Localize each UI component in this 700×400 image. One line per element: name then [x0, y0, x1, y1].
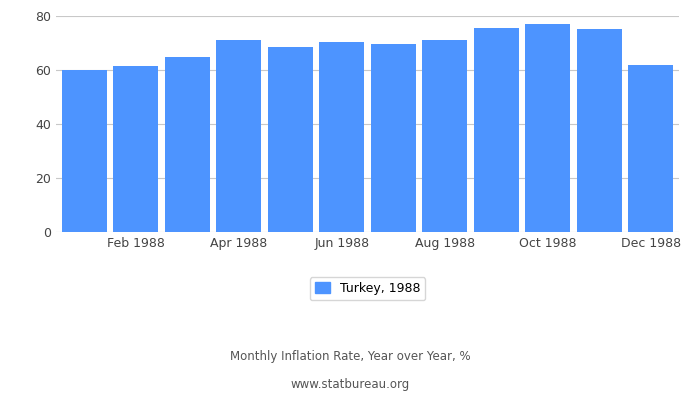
Bar [474, 28, 519, 232]
Bar [525, 24, 570, 232]
Bar [628, 65, 673, 232]
Bar [267, 47, 313, 232]
Bar [164, 56, 210, 232]
Bar [62, 70, 107, 232]
Bar [370, 44, 416, 232]
Bar [422, 40, 468, 232]
Bar [577, 30, 622, 232]
Legend: Turkey, 1988: Turkey, 1988 [309, 277, 426, 300]
Bar [216, 40, 261, 232]
Bar [319, 42, 365, 232]
Text: www.statbureau.org: www.statbureau.org [290, 378, 410, 391]
Text: Monthly Inflation Rate, Year over Year, %: Monthly Inflation Rate, Year over Year, … [230, 350, 470, 363]
Bar [113, 66, 158, 232]
